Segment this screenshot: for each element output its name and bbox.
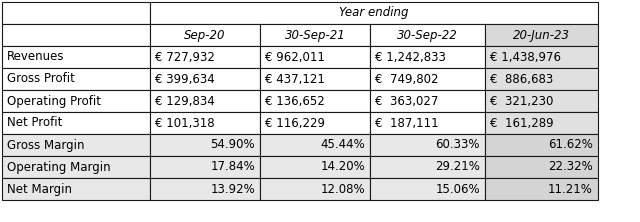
Bar	[2, 2, 150, 24]
Bar	[260, 46, 370, 68]
Bar	[2, 178, 150, 200]
Bar	[260, 134, 370, 156]
Text: 60.33%: 60.33%	[435, 139, 480, 151]
Text: Revenues: Revenues	[7, 50, 65, 63]
Text: 14.20%: 14.20%	[320, 161, 365, 174]
Bar	[370, 156, 485, 178]
Bar	[485, 134, 598, 156]
Text: € 136,652: € 136,652	[265, 95, 324, 107]
Text: Year ending: Year ending	[339, 6, 409, 20]
Bar	[370, 68, 485, 90]
Bar	[485, 90, 598, 112]
Text: €  161,289: € 161,289	[490, 117, 554, 129]
Bar	[370, 90, 485, 112]
Bar	[150, 112, 260, 134]
Text: € 116,229: € 116,229	[265, 117, 325, 129]
Text: € 437,121: € 437,121	[265, 73, 325, 85]
Bar	[150, 134, 260, 156]
Text: €  321,230: € 321,230	[490, 95, 554, 107]
Bar	[150, 2, 598, 24]
Bar	[485, 24, 598, 46]
Bar	[485, 112, 598, 134]
Text: 12.08%: 12.08%	[321, 182, 365, 196]
Text: € 962,011: € 962,011	[265, 50, 325, 63]
Bar	[150, 24, 260, 46]
Bar	[370, 134, 485, 156]
Text: €  749,802: € 749,802	[375, 73, 438, 85]
Text: 13.92%: 13.92%	[211, 182, 255, 196]
Bar	[2, 90, 150, 112]
Text: 54.90%: 54.90%	[211, 139, 255, 151]
Bar	[485, 178, 598, 200]
Text: 30-Sep-21: 30-Sep-21	[285, 28, 346, 42]
Text: 45.44%: 45.44%	[320, 139, 365, 151]
Text: Gross Margin: Gross Margin	[7, 139, 84, 151]
Text: € 1,242,833: € 1,242,833	[375, 50, 446, 63]
Text: 11.21%: 11.21%	[548, 182, 593, 196]
Text: € 101,318: € 101,318	[155, 117, 214, 129]
Text: 30-Sep-22: 30-Sep-22	[397, 28, 458, 42]
Text: Sep-20: Sep-20	[184, 28, 226, 42]
Text: Net Margin: Net Margin	[7, 182, 72, 196]
Text: Operating Profit: Operating Profit	[7, 95, 101, 107]
Text: €  187,111: € 187,111	[375, 117, 438, 129]
Text: Net Profit: Net Profit	[7, 117, 62, 129]
Bar	[2, 68, 150, 90]
Text: 20-Jun-23: 20-Jun-23	[513, 28, 570, 42]
Bar	[370, 178, 485, 200]
Text: 22.32%: 22.32%	[548, 161, 593, 174]
Bar	[2, 134, 150, 156]
Bar	[260, 90, 370, 112]
Text: €  886,683: € 886,683	[490, 73, 553, 85]
Bar	[485, 68, 598, 90]
Text: €  363,027: € 363,027	[375, 95, 438, 107]
Bar	[485, 156, 598, 178]
Bar	[2, 24, 150, 46]
Text: 61.62%: 61.62%	[548, 139, 593, 151]
Text: € 727,932: € 727,932	[155, 50, 215, 63]
Bar	[370, 112, 485, 134]
Bar	[260, 112, 370, 134]
Bar	[150, 178, 260, 200]
Bar	[260, 24, 370, 46]
Bar	[2, 46, 150, 68]
Bar	[150, 90, 260, 112]
Bar	[370, 46, 485, 68]
Bar	[260, 68, 370, 90]
Text: Operating Margin: Operating Margin	[7, 161, 111, 174]
Text: € 129,834: € 129,834	[155, 95, 215, 107]
Text: 15.06%: 15.06%	[435, 182, 480, 196]
Text: € 1,438,976: € 1,438,976	[490, 50, 561, 63]
Bar	[260, 178, 370, 200]
Text: 29.21%: 29.21%	[435, 161, 480, 174]
Bar	[485, 46, 598, 68]
Bar	[370, 24, 485, 46]
Bar	[150, 68, 260, 90]
Bar	[2, 112, 150, 134]
Text: Gross Profit: Gross Profit	[7, 73, 75, 85]
Text: € 399,634: € 399,634	[155, 73, 215, 85]
Bar	[150, 46, 260, 68]
Bar	[260, 156, 370, 178]
Bar	[2, 156, 150, 178]
Text: 17.84%: 17.84%	[211, 161, 255, 174]
Bar	[150, 156, 260, 178]
